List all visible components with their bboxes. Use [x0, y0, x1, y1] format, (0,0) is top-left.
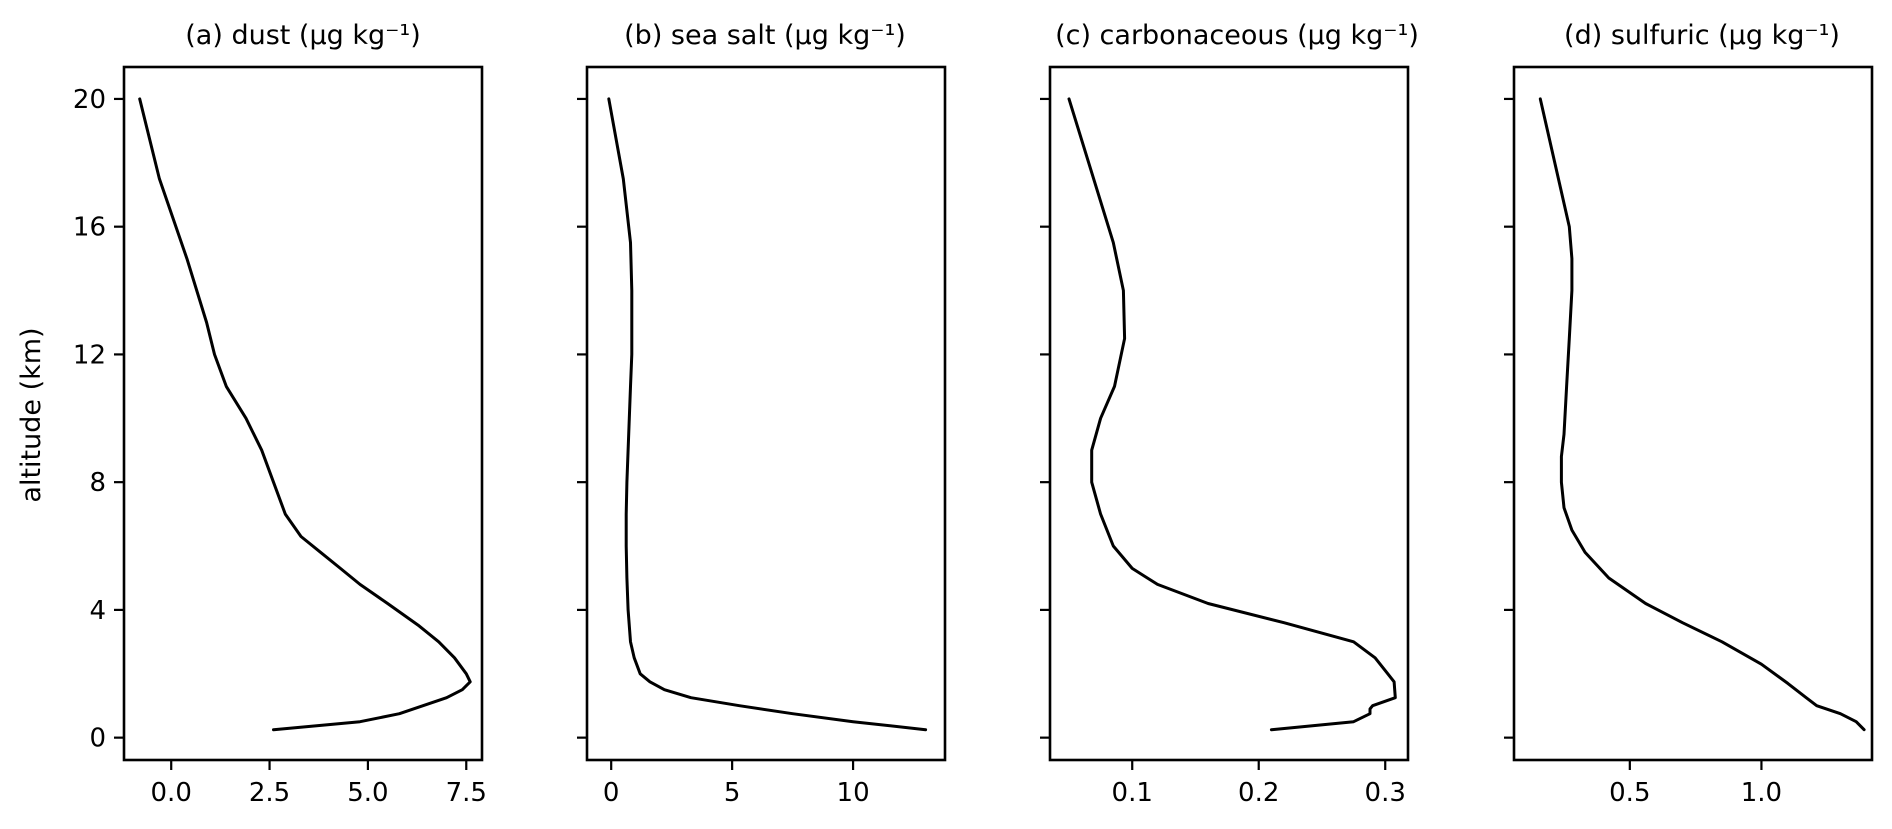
- x-tick-label: 0: [603, 778, 620, 808]
- x-tick-label: 2.5: [249, 778, 290, 808]
- panel-sulfuric: (d) sulfuric (μg kg⁻¹) 0.5 1.0: [1504, 20, 1874, 808]
- panel-title: (d) sulfuric (μg kg⁻¹): [1564, 20, 1840, 51]
- y-tick-label: 16: [73, 213, 106, 243]
- x-tick-label: 0.3: [1365, 778, 1406, 808]
- y-tick-label: 20: [73, 85, 106, 115]
- x-tick-label: 0.5: [1609, 778, 1650, 808]
- profile-line: [607, 97, 928, 732]
- axes-frame: [122, 65, 484, 762]
- panel-title: (c) carbonaceous (μg kg⁻¹): [1055, 20, 1419, 51]
- panel-carbonaceous: (c) carbonaceous (μg kg⁻¹) 0.1 0.2 0.3: [1040, 20, 1419, 808]
- panel-sea-salt: (b) sea salt (μg kg⁻¹) 0 5 10: [577, 20, 947, 808]
- panel-title: (a) dust (μg kg⁻¹): [185, 20, 421, 51]
- panel-dust: (a) dust (μg kg⁻¹) 0.0 2.5 5.0 7.5 0 4 8 12 16 20: [73, 20, 487, 808]
- profile-line: [1067, 97, 1397, 732]
- y-tick-label: 8: [89, 468, 106, 498]
- panel-title: (b) sea salt (μg kg⁻¹): [624, 20, 906, 51]
- y-tick-label: 12: [73, 340, 106, 370]
- axes-frame: [1512, 65, 1874, 762]
- x-tick-label: 0.2: [1238, 778, 1279, 808]
- y-tick-label: 0: [89, 724, 106, 754]
- y-tick-label: 4: [89, 596, 106, 626]
- axes-frame: [1048, 65, 1410, 762]
- x-tick-label: 1.0: [1741, 778, 1782, 808]
- x-tick-label: 5: [724, 778, 741, 808]
- x-tick-label: 10: [837, 778, 870, 808]
- x-tick-label: 7.5: [446, 778, 487, 808]
- x-tick-label: 0.0: [151, 778, 192, 808]
- x-tick-label: 0.1: [1112, 778, 1153, 808]
- axes-frame: [585, 65, 947, 762]
- y-axis-label: altitude (km): [16, 327, 47, 502]
- profile-line: [138, 97, 472, 732]
- profile-line: [1538, 97, 1866, 732]
- x-tick-label: 5.0: [347, 778, 388, 808]
